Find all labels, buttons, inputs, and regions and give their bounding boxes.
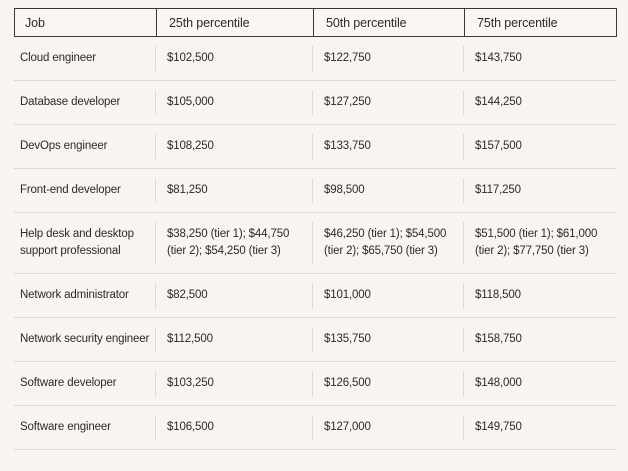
job-cell: Database developer [20,96,121,108]
percentile-50-cell: $127,000 [312,406,463,449]
percentile-25-cell: $106,500 [155,406,312,449]
job-cell: Network administrator [20,289,129,301]
percentile-50-cell: $101,000 [312,274,463,317]
job-cell: Cloud engineer [20,52,96,64]
table-row: DevOps engineer $108,250 $133,750 $157,5… [14,125,617,169]
percentile-50-cell: $133,750 [312,125,463,168]
percentile-75-cell: $117,250 [463,169,617,212]
percentile-75-cell: $143,750 [463,37,617,80]
percentile-75-cell: $118,500 [463,274,617,317]
percentile-25-cell: $103,250 [155,362,312,405]
job-cell: Software engineer [20,421,111,433]
percentile-50-cell: $135,750 [312,318,463,361]
percentile-25-cell: $82,500 [155,274,312,317]
percentile-25-cell: $112,500 [155,318,312,361]
job-cell: Help desk and desktop support profession… [20,228,134,257]
percentile-75-cell: $149,750 [463,406,617,449]
table-row: Help desk and desktop support profession… [14,213,617,274]
percentile-25-cell: $105,000 [155,81,312,124]
table-row: Network administrator $82,500 $101,000 $… [14,274,617,318]
percentile-75-cell: $158,750 [463,318,617,361]
job-cell: Front-end developer [20,184,121,196]
percentile-50-cell: $46,250 (tier 1); $54,500 (tier 2); $65,… [312,213,463,273]
percentile-50-cell: $126,500 [312,362,463,405]
percentile-75-cell: $157,500 [463,125,617,168]
percentile-25-cell: $81,250 [155,169,312,212]
percentile-25-cell: $108,250 [155,125,312,168]
percentile-75-cell: $144,250 [463,81,617,124]
table-row: Network security engineer $112,500 $135,… [14,318,617,362]
job-cell: Network security engineer [20,333,150,345]
percentile-25-cell: $38,250 (tier 1); $44,750 (tier 2); $54,… [155,213,312,273]
table-header-row: Job 25th percentile 50th percentile 75th… [14,8,617,37]
percentile-50-cell: $98,500 [312,169,463,212]
percentile-50-cell: $127,250 [312,81,463,124]
column-header-75th-percentile: 75th percentile [464,9,616,36]
percentile-75-cell: $148,000 [463,362,617,405]
table-row: Cloud engineer $102,500 $122,750 $143,75… [14,37,617,81]
column-header-job: Job [25,15,45,30]
percentile-25-cell: $102,500 [155,37,312,80]
table-row: Software developer $103,250 $126,500 $14… [14,362,617,406]
table-body: Cloud engineer $102,500 $122,750 $143,75… [14,37,617,450]
percentile-50-cell: $122,750 [312,37,463,80]
table-row: Software engineer $106,500 $127,000 $149… [14,406,617,450]
table-row: Database developer $105,000 $127,250 $14… [14,81,617,125]
job-cell: Software developer [20,377,117,389]
column-header-50th-percentile: 50th percentile [313,9,464,36]
percentile-75-cell: $51,500 (tier 1); $61,000 (tier 2); $77,… [463,213,617,273]
column-header-25th-percentile: 25th percentile [156,9,313,36]
salary-table: Job 25th percentile 50th percentile 75th… [14,8,617,450]
job-cell: DevOps engineer [20,140,108,152]
table-row: Front-end developer $81,250 $98,500 $117… [14,169,617,213]
